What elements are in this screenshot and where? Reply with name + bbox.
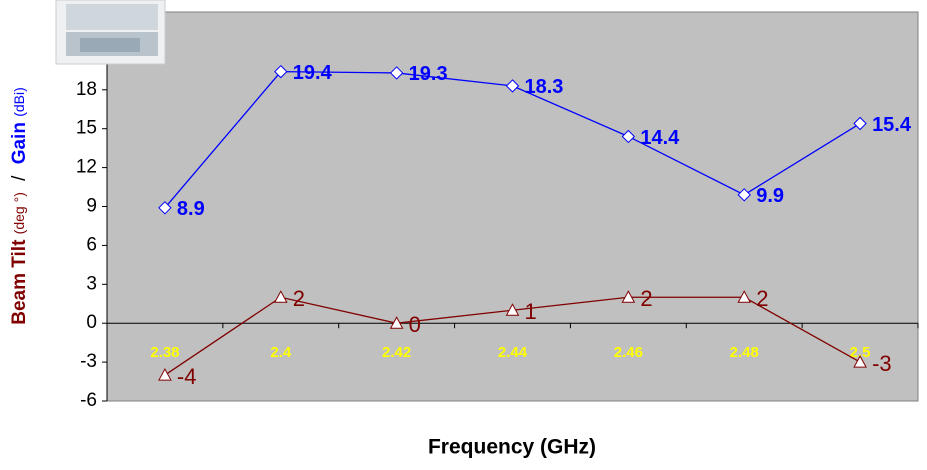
data-label: 9.9 (756, 185, 784, 207)
data-label: -3 (872, 351, 892, 376)
x-tick-label: 2.42 (382, 344, 411, 361)
y-tick-label: 15 (76, 118, 97, 139)
data-label: 18.3 (525, 76, 564, 98)
y-tick-label: 6 (86, 234, 97, 255)
data-label: 1 (525, 299, 537, 324)
y-label-tilt: Beam Tilt (9, 239, 30, 325)
data-label: 2 (293, 286, 305, 311)
data-label: 2 (640, 286, 652, 311)
y-tick-label: 12 (76, 157, 97, 178)
y-tick-label: 18 (76, 79, 97, 100)
y-axis-label: Beam Tilt (deg °) / Gain (dBi) (9, 87, 30, 325)
y-label-gain-unit: (dBi) (11, 87, 27, 117)
x-tick-label: 2.46 (614, 344, 643, 361)
data-label: 19.3 (409, 63, 448, 85)
product-photo (56, 0, 165, 64)
chart: -6-303691215182.382.42.422.442.462.482.5… (0, 0, 927, 465)
y-label-tilt-unit: (deg °) (11, 192, 27, 234)
data-label: 14.4 (640, 127, 680, 149)
data-label: 15.4 (872, 114, 912, 136)
y-tick-label: -3 (80, 351, 97, 372)
x-tick-label: 2.48 (730, 344, 759, 361)
data-label: 8.9 (177, 198, 205, 220)
y-label-gain: Gain (9, 122, 30, 164)
y-tick-label: -6 (80, 390, 97, 411)
y-tick-label: 0 (86, 312, 97, 333)
data-label: 19.4 (293, 62, 333, 84)
x-axis-label: Frequency (GHz) (428, 436, 596, 459)
data-label: 2 (756, 286, 768, 311)
y-label-sep: / (9, 175, 30, 181)
y-tick-label: 9 (86, 196, 97, 217)
y-tick-label: 3 (86, 273, 97, 294)
x-tick-label: 2.4 (270, 344, 292, 361)
x-tick-label: 2.44 (498, 344, 528, 361)
x-tick-label: 2.38 (150, 344, 179, 361)
plot-area (107, 12, 918, 401)
data-label: -4 (177, 364, 197, 389)
data-label: 0 (409, 312, 421, 337)
